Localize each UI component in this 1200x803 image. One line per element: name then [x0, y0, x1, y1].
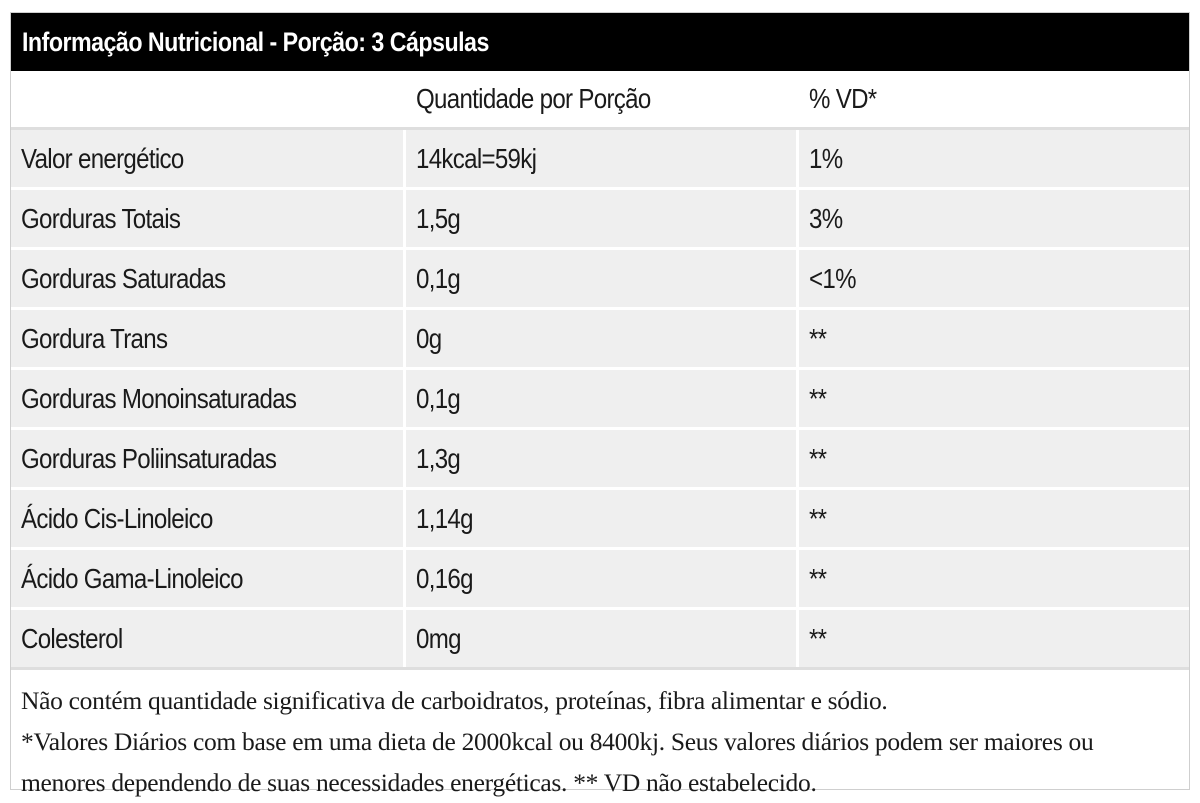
footnote-not-significant: Não contém quantidade significativa de c…: [21, 686, 888, 715]
nutrient-amount: 1,5g: [404, 188, 799, 250]
footnote-daily-values: *Valores Diários com base em uma dieta d…: [21, 727, 1094, 797]
nutrient-amount: 0,1g: [404, 368, 799, 430]
nutrient-name: Ácido Gama-Linoleico: [11, 548, 406, 610]
nutrient-vd: **: [797, 608, 1189, 670]
nutrient-name: Gorduras Poliinsaturadas: [11, 428, 406, 490]
nutrient-amount: 1,14g: [404, 488, 799, 550]
nutrient-amount: 14kcal=59kj: [404, 128, 799, 190]
nutrient-vd: <1%: [797, 248, 1189, 310]
table-row: Gorduras Monoinsaturadas 0,1g **: [11, 368, 1189, 430]
header-nutrient: [11, 71, 406, 130]
nutrient-name: Ácido Cis-Linoleico: [11, 488, 406, 550]
nutrient-vd: **: [797, 308, 1189, 370]
nutrient-amount: 0,1g: [404, 248, 799, 310]
table-row: Gorduras Totais 1,5g 3%: [11, 188, 1189, 250]
nutrition-title: Informação Nutricional - Porção: 3 Cápsu…: [11, 13, 1189, 71]
footnotes: Não contém quantidade significativa de c…: [11, 670, 1189, 803]
nutrient-name: Gorduras Totais: [11, 188, 406, 250]
table-row: Gorduras Saturadas 0,1g <1%: [11, 248, 1189, 310]
header-amount: Quantidade por Porção: [404, 71, 799, 130]
nutrient-vd: **: [797, 428, 1189, 490]
nutrient-vd: 1%: [797, 128, 1189, 190]
table-row: Valor energético 14kcal=59kj 1%: [11, 128, 1189, 190]
nutrient-name: Valor energético: [11, 128, 406, 190]
nutrient-vd: **: [797, 368, 1189, 430]
nutrient-vd: 3%: [797, 188, 1189, 250]
nutrient-amount: 0g: [404, 308, 799, 370]
nutrient-amount: 1,3g: [404, 428, 799, 490]
table-row: Gordura Trans 0g **: [11, 308, 1189, 370]
title-text: Informação Nutricional - Porção: 3 Cápsu…: [22, 27, 489, 57]
nutrient-vd: **: [797, 488, 1189, 550]
header-daily-value: % VD*: [797, 71, 1189, 130]
nutrient-amount: 0,16g: [404, 548, 799, 610]
nutrient-vd: **: [797, 548, 1189, 610]
nutrient-amount: 0mg: [404, 608, 799, 670]
table-row: Gorduras Poliinsaturadas 1,3g **: [11, 428, 1189, 490]
table-header-row: Quantidade por Porção % VD*: [11, 71, 1189, 130]
nutrition-facts-table: Informação Nutricional - Porção: 3 Cápsu…: [10, 12, 1190, 797]
nutrient-name: Gorduras Saturadas: [11, 248, 406, 310]
nutrient-grid: Quantidade por Porção % VD* Valor energé…: [11, 71, 1189, 670]
nutrient-name: Colesterol: [11, 608, 406, 670]
table-row: Colesterol 0mg **: [11, 608, 1189, 670]
table-row: Ácido Gama-Linoleico 0,16g **: [11, 548, 1189, 610]
table-row: Ácido Cis-Linoleico 1,14g **: [11, 488, 1189, 550]
nutrient-name: Gorduras Monoinsaturadas: [11, 368, 406, 430]
nutrient-name: Gordura Trans: [11, 308, 406, 370]
